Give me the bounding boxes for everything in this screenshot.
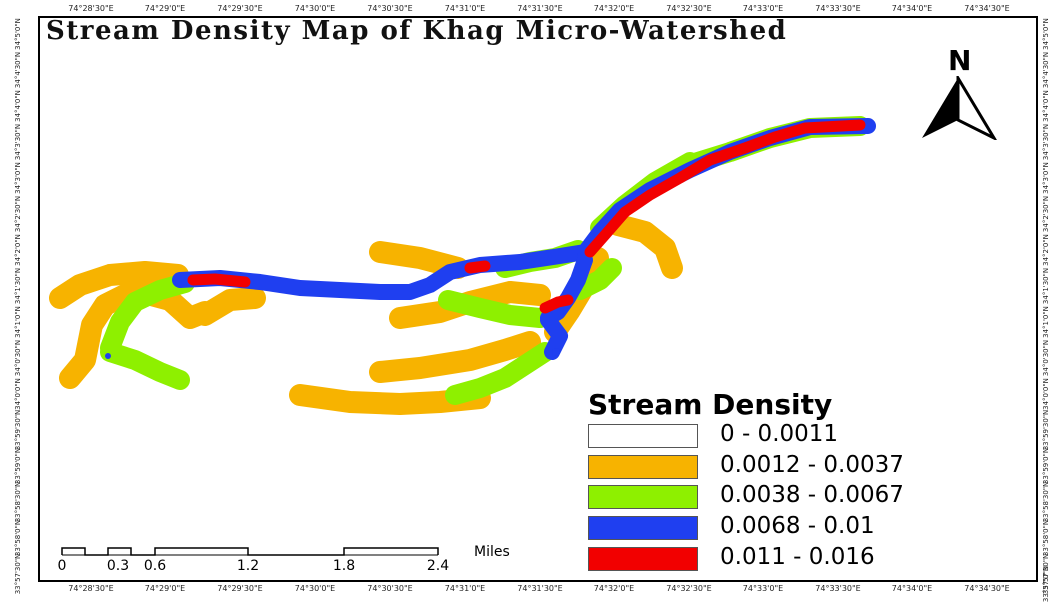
lon-tick: 74°32'0"E [593,584,635,593]
scale-unit: Miles [474,544,510,560]
lon-tick: 74°32'30"E [666,584,712,593]
lon-tick: 74°31'30"E [517,4,563,13]
scale-label: 2.4 [426,558,450,574]
legend-label: 0.0068 - 0.01 [720,513,875,539]
lon-tick: 74°34'30"E [964,584,1010,593]
legend-swatch [588,547,698,571]
legend-swatch [588,455,698,479]
lon-tick: 74°33'30"E [815,584,861,593]
lon-tick: 74°30'30"E [367,4,413,13]
lon-tick: 74°32'30"E [666,4,712,13]
lon-tick: 74°31'0"E [444,4,486,13]
legend-title: Stream Density [588,388,833,421]
lon-tick: 74°34'30"E [964,4,1010,13]
legend-swatch [588,424,698,448]
legend-label: 0.011 - 0.016 [720,544,875,570]
lon-tick: 74°34'0"E [891,4,933,13]
density-class-5 [187,119,866,314]
lon-tick: 74°28'30"E [68,4,114,13]
scale-label: 1.8 [332,558,356,574]
north-arrow-icon [922,76,997,140]
map-title: Stream Density Map of Khag Micro-Watersh… [46,16,788,46]
lon-tick: 74°33'0"E [742,4,784,13]
scale-label: 0.6 [143,558,167,574]
scale-label: 0 [57,558,67,574]
density-class-2 [49,214,683,415]
scale-label: 1.2 [236,558,260,574]
lon-tick: 74°29'0"E [144,4,186,13]
lon-tick: 74°31'0"E [444,584,486,593]
lon-tick: 74°30'30"E [367,584,413,593]
lon-tick: 74°33'0"E [742,584,784,593]
scale-bar [61,547,439,556]
scale-label: 0.3 [106,558,130,574]
lon-tick: 74°32'0"E [593,4,635,13]
lon-tick: 74°29'0"E [144,584,186,593]
lon-tick: 74°30'0"E [294,584,336,593]
lon-tick: 74°31'30"E [517,584,563,593]
legend-swatch [588,516,698,540]
lon-tick: 74°33'30"E [815,4,861,13]
lon-tick: 74°29'30"E [217,4,263,13]
lon-tick: 74°34'0"E [891,584,933,593]
lon-tick: 74°29'30"E [217,584,263,593]
legend-label: 0.0038 - 0.0067 [720,482,904,508]
legend-label: 0 - 0.0011 [720,421,839,447]
north-label: N [948,44,972,77]
lon-tick: 74°30'0"E [294,4,336,13]
legend-label: 0.0012 - 0.0037 [720,452,904,478]
lon-tick: 74°28'30"E [68,584,114,593]
legend-swatch [588,485,698,509]
